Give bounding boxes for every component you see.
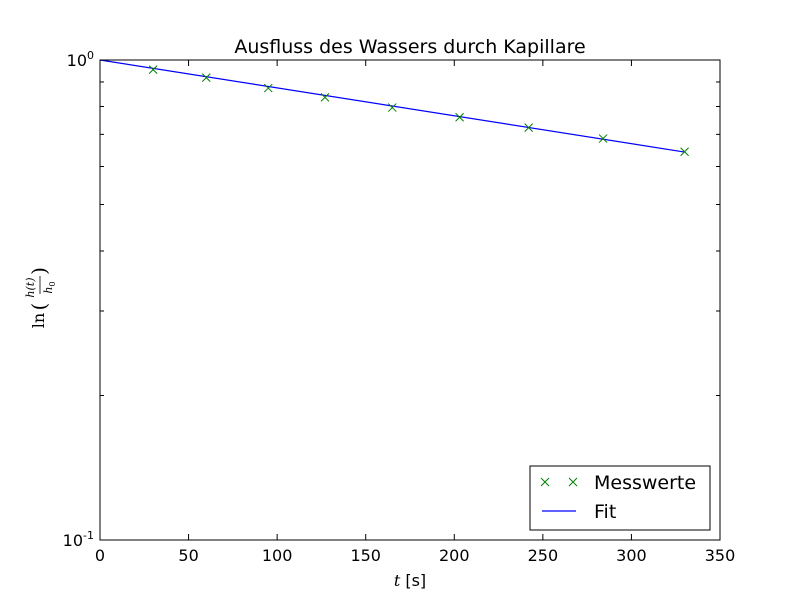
axis-ticks: 0 50 100 150 200 250 300 350 100 10-1 xyxy=(63,49,736,565)
data-point xyxy=(148,65,158,74)
legend-label-messwerte: Messwerte xyxy=(594,472,696,494)
legend-marker-messwerte xyxy=(540,477,578,487)
y-tick-label: 100 xyxy=(67,49,94,70)
x-tick-label: 150 xyxy=(350,546,381,565)
series-line-fit xyxy=(99,59,685,153)
x-axis-label-variable: t xyxy=(394,571,401,590)
x-tick-label: 0 xyxy=(95,546,105,565)
y-tick-label: 10-1 xyxy=(63,529,94,550)
chart-title: Ausfluss des Wassers durch Kapillare xyxy=(234,36,585,58)
legend: Messwerte Fit xyxy=(529,465,711,531)
legend-label-fit: Fit xyxy=(594,501,616,523)
x-tick-label: 300 xyxy=(616,546,647,565)
x-tick-label: 50 xyxy=(178,546,198,565)
x-tick-label: 250 xyxy=(528,546,559,565)
data-point xyxy=(201,73,211,82)
legend-marker-x xyxy=(540,477,550,487)
data-point xyxy=(455,112,464,122)
data-point xyxy=(680,147,689,157)
plot-area xyxy=(100,60,720,540)
x-tick-label: 350 xyxy=(705,546,736,565)
chart-marks xyxy=(99,59,689,157)
plot-frame xyxy=(99,59,721,541)
data-point xyxy=(387,103,397,112)
x-axis-label: t [s] xyxy=(394,571,426,590)
y-axis-label: ln ( h(t) h0 ) xyxy=(19,267,59,328)
x-tick-label: 200 xyxy=(439,546,470,565)
data-point xyxy=(320,92,330,102)
y-axis-label-ln: ln ( h(t) h0 ) xyxy=(19,267,59,328)
x-axis-label-unit: [s] xyxy=(400,571,426,590)
legend-box xyxy=(529,465,711,531)
data-point xyxy=(263,83,273,93)
legend-marker-x xyxy=(568,477,578,487)
data-point xyxy=(524,123,534,132)
x-tick-label: 100 xyxy=(262,546,293,565)
data-point xyxy=(598,134,608,143)
legend-entry-fit: Fit xyxy=(542,501,616,523)
legend-entry-messwerte: Messwerte xyxy=(540,472,696,494)
